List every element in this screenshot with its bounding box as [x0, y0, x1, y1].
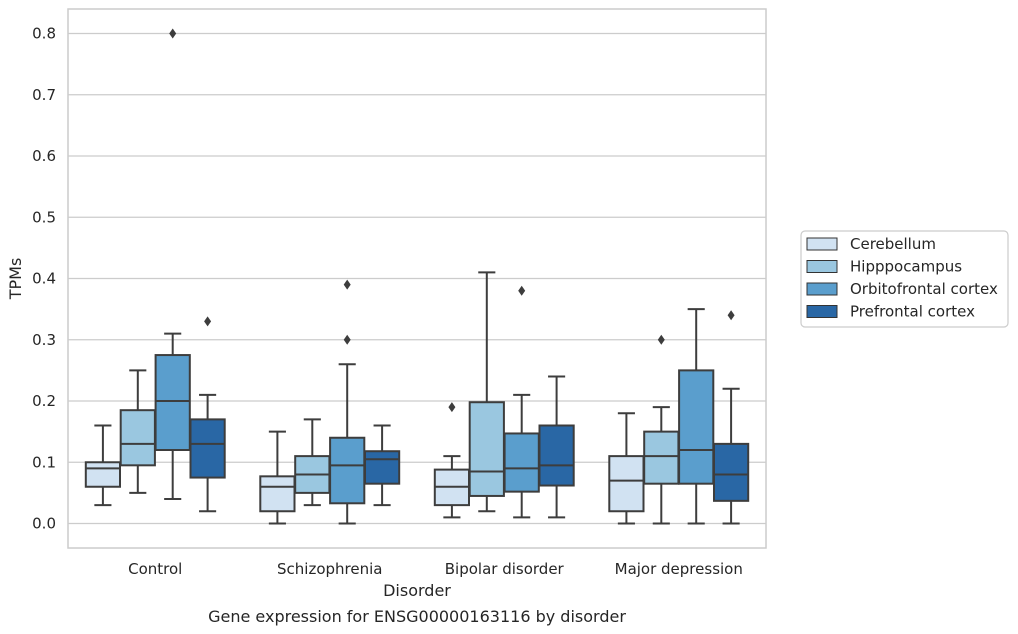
outlier-point [727, 310, 735, 321]
box-orbitofrontal-cortex-3 [678, 308, 715, 525]
legend-frame [800, 230, 1009, 328]
outlier-point [169, 28, 177, 39]
box-iqr [363, 450, 401, 485]
y-tick-label: 0.6 [32, 147, 56, 165]
outlier-point [448, 402, 456, 413]
outlier-point [343, 334, 351, 345]
box-iqr [678, 369, 715, 485]
legend-swatch [806, 305, 838, 318]
plot-frame [67, 8, 767, 549]
box-prefrontal-cortex-3 [712, 310, 750, 525]
legend-label: Hipppocampus [850, 258, 962, 276]
box-iqr [189, 418, 226, 479]
legend-label: Prefrontal cortex [850, 303, 975, 321]
box-iqr [503, 432, 540, 493]
box-iqr [259, 475, 296, 513]
y-tick-label: 0.3 [32, 331, 56, 349]
y-tick-label: 0.1 [32, 453, 56, 471]
y-tick-label: 0.4 [32, 270, 56, 288]
box-iqr [608, 455, 645, 513]
legend-swatch [806, 260, 838, 273]
outlier-point [518, 285, 526, 296]
box-iqr [712, 442, 750, 502]
box-hipppocampus-2 [468, 271, 505, 513]
box-plot-area [84, 28, 750, 525]
box-iqr [538, 424, 575, 487]
box-orbitofrontal-cortex-2 [503, 285, 540, 519]
legend-swatch [806, 237, 838, 251]
box-iqr [329, 436, 366, 505]
legend-label: Orbitofrontal cortex [850, 280, 998, 298]
outlier-point [204, 316, 212, 327]
x-axis-ticks: Control Schizophrenia Bipolar disorder Majo… [128, 560, 743, 578]
box-iqr [119, 409, 156, 467]
box-hipppocampus-0 [119, 369, 156, 494]
box-iqr [84, 461, 122, 488]
y-axis-label: TPMs [6, 258, 25, 301]
box-orbitofrontal-cortex-0 [154, 28, 191, 500]
y-tick-label: 0.0 [32, 515, 56, 533]
x-tick-label: Control [128, 560, 182, 578]
y-axis-ticks: 0.0 0.1 0.2 0.3 0.4 0.5 0.6 0.7 0.8 [32, 25, 56, 533]
x-tick-label: Major depression [615, 560, 743, 578]
x-tick-label: Schizophrenia [277, 560, 382, 578]
box-cerebellum-1 [259, 430, 296, 525]
box-prefrontal-cortex-0 [189, 316, 226, 513]
y-tick-label: 0.5 [32, 208, 56, 226]
y-tick-label: 0.8 [32, 25, 56, 43]
box-prefrontal-cortex-2 [538, 375, 575, 519]
box-prefrontal-cortex-1 [363, 424, 401, 507]
legend-label: Cerebellum [850, 235, 936, 253]
box-hipppocampus-1 [294, 418, 331, 507]
legend: Cerebellum Hipppocampus Orbitofrontal cort… [800, 230, 1009, 328]
box-hipppocampus-3 [643, 334, 680, 525]
box-cerebellum-3 [608, 412, 645, 525]
box-iqr [468, 401, 505, 497]
legend-swatch [806, 282, 838, 296]
x-axis-label: Disorder [383, 581, 451, 600]
y-tick-label: 0.7 [32, 86, 56, 104]
box-cerebellum-0 [84, 424, 122, 507]
outlier-point [343, 279, 351, 290]
chart-caption: Gene expression for ENSG00000163116 by d… [208, 607, 626, 626]
box-iqr [154, 354, 191, 451]
box-cerebellum-2 [433, 402, 471, 519]
outlier-point [657, 334, 665, 345]
box-iqr [643, 430, 680, 485]
x-tick-label: Bipolar disorder [445, 560, 565, 578]
y-tick-label: 0.2 [32, 392, 56, 410]
